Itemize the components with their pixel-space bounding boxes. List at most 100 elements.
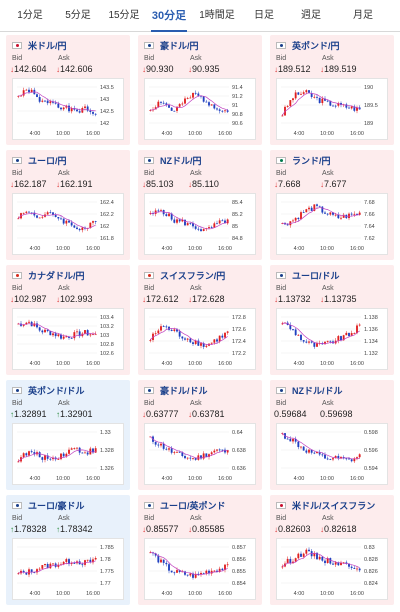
flag-icon <box>276 387 286 394</box>
ask-price: ↓1.13735 <box>320 294 357 304</box>
bid-label: Bid <box>12 515 23 522</box>
ask-price: ↑1.32901 <box>56 409 93 419</box>
ask-label: Ask <box>190 400 202 407</box>
flag-icon <box>144 42 154 49</box>
tab-2[interactable]: 15分足 <box>108 10 140 21</box>
moving-average-line <box>282 553 360 569</box>
candle-body <box>189 573 192 576</box>
ask-price: ↓102.993 <box>56 294 93 304</box>
candle-body <box>326 100 329 102</box>
mini-chart[interactable]: 1.785 1.78 1.775 1.77 4:00 10:00 16:00 <box>12 538 124 600</box>
candle-body <box>22 212 25 214</box>
currency-card[interactable]: 米ドル/スイスフラン Bid Ask ↓0.82603 ↓0.82618 0.83 0.82… <box>270 495 394 605</box>
mini-chart[interactable]: 1.138 1.136 1.134 1.132 4:00 10:00 16:00 <box>276 308 388 370</box>
mini-chart[interactable]: 1.33 1.328 1.326 4:00 10:00 16:00 <box>12 423 124 485</box>
currency-card[interactable]: NZドル/円 Bid Ask ↓85.103 ↓85.110 85.4 85.2 85 84.8… <box>138 150 262 260</box>
y-tick-label: 85.4 <box>232 200 243 206</box>
mini-chart[interactable]: 172.8 172.6 172.4 172.2 4:00 10:00 16:00 <box>144 308 256 370</box>
ask-value: 189.519 <box>324 64 357 74</box>
arrow-down-icon: ↓ <box>188 180 192 189</box>
pair-name[interactable]: スイスフラン/円 <box>160 271 226 281</box>
arrow-up-icon: ↑ <box>56 525 60 534</box>
candle-body <box>210 570 213 574</box>
bid-value: 85.103 <box>146 179 174 189</box>
tab-7[interactable]: 月足 <box>353 10 373 21</box>
bid-label: Bid <box>12 170 23 177</box>
pair-name[interactable]: 英ポンド/ドル <box>28 386 85 396</box>
mini-chart[interactable]: 0.83 0.828 0.826 0.824 4:00 10:00 16:00 <box>276 538 388 600</box>
mini-chart[interactable]: 7.68 7.66 7.64 7.62 4:00 10:00 16:00 <box>276 193 388 255</box>
y-tick-label: 102.8 <box>100 342 114 348</box>
currency-card[interactable]: ユーロ/ドル Bid Ask ↓1.13732 ↓1.13735 1.138 1.136 1.… <box>270 265 394 375</box>
x-tick-label: 16:00 <box>218 476 232 482</box>
y-tick-label: 0.594 <box>364 466 378 472</box>
pair-name[interactable]: ユーロ/ドル <box>292 271 340 281</box>
pair-name[interactable]: ユーロ/豪ドル <box>28 501 85 511</box>
tab-5[interactable]: 日足 <box>254 10 274 21</box>
candle-body <box>345 562 348 564</box>
candle-body <box>324 212 326 214</box>
pair-name[interactable]: NZドル/円 <box>160 156 202 166</box>
ask-value: 0.63781 <box>192 409 225 419</box>
tab-6[interactable]: 週足 <box>301 10 321 21</box>
pair-name[interactable]: ユーロ/英ポンド <box>160 501 226 511</box>
mini-chart[interactable]: 143.5 143 142.5 142 4:00 10:00 16:00 <box>12 78 124 140</box>
pair-name[interactable]: 英ポンド/円 <box>292 41 340 51</box>
candle-body <box>313 452 316 454</box>
y-tick-label: 0.857 <box>232 545 246 551</box>
candle-body <box>337 214 340 219</box>
currency-card[interactable]: NZドル/ドル Bid Ask 0.59684 0.59698 0.598 0.596 0.5… <box>270 380 394 490</box>
currency-card[interactable]: 豪ドル/円 Bid Ask ↓90.930 ↓90.935 91.4 91.2 91 90.8 9… <box>138 35 262 145</box>
candle-body <box>356 213 358 215</box>
candle-body <box>297 334 300 336</box>
candle-body <box>305 549 308 554</box>
pair-name[interactable]: NZドル/ドル <box>292 386 343 396</box>
candle-body <box>286 558 289 564</box>
currency-card[interactable]: ユーロ/円 Bid Ask ↓162.187 ↓162.191 162.4 162.2 162… <box>6 150 130 260</box>
mini-chart[interactable]: 0.857 0.856 0.855 0.854 4:00 10:00 16:00 <box>144 538 256 600</box>
tab-3[interactable]: 30分足 <box>147 0 191 32</box>
mini-chart[interactable]: 190 189.5 189 4:00 10:00 16:00 <box>276 78 388 140</box>
mini-chart[interactable]: 0.64 0.638 0.636 4:00 10:00 16:00 <box>144 423 256 485</box>
currency-card[interactable]: ユーロ/豪ドル Bid Ask ↑1.78328 ↑1.78342 1.785 1.78 1.… <box>6 495 130 605</box>
pair-name[interactable]: 米ドル/スイスフラン <box>292 501 376 511</box>
pair-name[interactable]: ユーロ/円 <box>28 156 67 166</box>
mini-chart[interactable]: 85.4 85.2 85 84.8 4:00 10:00 16:00 <box>144 193 256 255</box>
pair-name[interactable]: 豪ドル/円 <box>160 41 199 51</box>
pair-name[interactable]: ランド/円 <box>292 156 331 166</box>
candle-body <box>205 345 208 347</box>
candle-body <box>176 219 178 223</box>
mini-chart[interactable]: 0.598 0.596 0.594 4:00 10:00 16:00 <box>276 423 388 485</box>
mini-chart[interactable]: 162.4 162.2 162 161.8 4:00 10:00 16:00 <box>12 193 124 255</box>
y-tick-label: 1.132 <box>364 351 378 357</box>
candle-body <box>41 565 44 569</box>
mini-chart[interactable]: 91.4 91.2 91 90.8 90.6 4:00 10:00 16:00 <box>144 78 256 140</box>
arrow-down-icon: ↓ <box>274 180 278 189</box>
tab-1[interactable]: 5分足 <box>65 10 91 21</box>
candle-body <box>286 106 289 107</box>
tab-4[interactable]: 1時間足 <box>199 10 235 21</box>
currency-card[interactable]: 英ポンド/円 Bid Ask ↓189.512 ↓189.519 190 189.5 189 4… <box>270 35 394 145</box>
ask-value: 0.82618 <box>324 524 357 534</box>
candle-body <box>157 210 160 212</box>
pair-name[interactable]: 豪ドル/ドル <box>160 386 208 396</box>
currency-card[interactable]: スイスフラン/円 Bid Ask ↓172.612 ↓172.628 172.8 172.6… <box>138 265 262 375</box>
mini-chart[interactable]: 103.4 103.2 103 102.8 102.6 4:00 10:00 16:00 <box>12 308 124 370</box>
candle-body <box>165 214 168 217</box>
currency-card[interactable]: 米ドル/円 Bid Ask ↓142.604 ↓142.606 143.5 143 142.5… <box>6 35 130 145</box>
y-tick-label: 7.62 <box>364 236 375 242</box>
candle-body <box>313 342 316 347</box>
pair-name[interactable]: 米ドル/円 <box>28 41 67 51</box>
currency-card[interactable]: ユーロ/英ポンド Bid Ask ↓0.85577 ↓0.85585 0.857 0.856… <box>138 495 262 605</box>
ask-value: 0.59698 <box>320 409 353 419</box>
currency-card[interactable]: ランド/円 Bid Ask ↓7.668 ↓7.677 7.68 7.66 7.64 7.62 4… <box>270 150 394 260</box>
ask-value: 1.32901 <box>60 409 93 419</box>
currency-card[interactable]: カナダドル/円 Bid Ask ↓102.987 ↓102.993 103.4 103.2 1… <box>6 265 130 375</box>
y-tick-label: 1.785 <box>100 545 114 551</box>
candle-body <box>160 559 162 563</box>
currency-card[interactable]: 豪ドル/ドル Bid Ask ↓0.63777 ↓0.63781 0.64 0.638 0.6… <box>138 380 262 490</box>
currency-card[interactable]: 英ポンド/ドル Bid Ask ↑1.32891 ↑1.32901 1.33 1.328 1.… <box>6 380 130 490</box>
tab-0[interactable]: 1分足 <box>17 10 43 21</box>
bid-label: Bid <box>12 400 23 407</box>
pair-name[interactable]: カナダドル/円 <box>28 271 85 281</box>
